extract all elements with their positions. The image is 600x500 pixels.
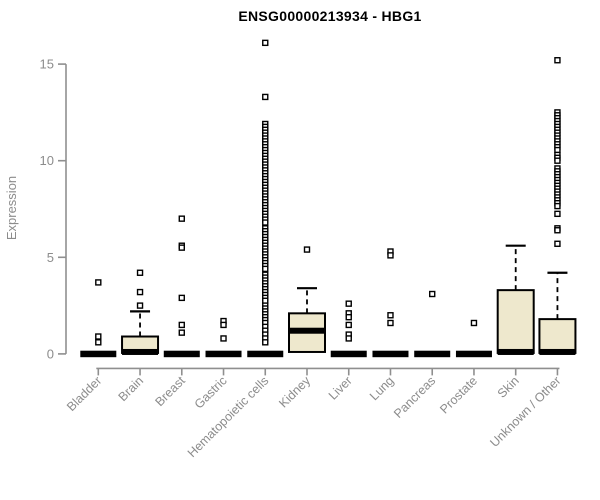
outlier-brain bbox=[136, 288, 144, 296]
outlier-gastric bbox=[220, 321, 227, 329]
outlier-liver bbox=[345, 313, 352, 321]
outlier-hematopoietic-cells bbox=[262, 265, 269, 273]
outlier-unknown-other bbox=[554, 57, 561, 64]
y-tick-label: 15 bbox=[40, 57, 54, 72]
box-collapsed-bladder bbox=[80, 350, 117, 358]
outlier-gastric bbox=[220, 335, 227, 342]
median-brain bbox=[122, 348, 159, 355]
outlier-breast bbox=[178, 294, 185, 302]
outlier-brain bbox=[136, 269, 144, 276]
outlier-lung bbox=[387, 319, 394, 327]
outlier-liver bbox=[345, 335, 352, 342]
x-tick-label: Liver bbox=[326, 374, 355, 403]
outlier-hematopoietic-cells bbox=[262, 219, 269, 226]
x-tick-label: Lung bbox=[367, 374, 397, 404]
outlier-pancreas bbox=[429, 290, 436, 298]
outlier-hematopoietic-cells bbox=[262, 39, 269, 47]
box-collapsed-gastric bbox=[205, 350, 242, 358]
x-tick-label: Pancreas bbox=[391, 374, 438, 421]
y-axis-title: Expression bbox=[4, 176, 19, 240]
outlier-breast bbox=[178, 215, 185, 222]
outlier-unknown-other bbox=[554, 210, 561, 218]
x-tick-label: Bladder bbox=[64, 374, 104, 414]
outlier-prostate bbox=[470, 319, 478, 327]
y-tick-label: 10 bbox=[40, 153, 54, 168]
outlier-bladder bbox=[95, 339, 102, 346]
median-unknown-other bbox=[539, 348, 576, 355]
outlier-breast bbox=[178, 244, 185, 251]
x-tick-label: Kidney bbox=[276, 373, 313, 410]
median-skin bbox=[497, 348, 534, 355]
outlier-unknown-other bbox=[554, 227, 561, 234]
x-tick-label: Unknown / Other bbox=[487, 374, 563, 450]
box-collapsed-prostate bbox=[455, 350, 492, 358]
outlier-bladder bbox=[95, 333, 102, 340]
x-tick-label: Skin bbox=[495, 374, 522, 401]
outlier-breast bbox=[178, 321, 185, 329]
outlier-lung bbox=[387, 312, 394, 319]
box-collapsed-breast bbox=[163, 350, 200, 358]
outlier-hematopoietic-cells bbox=[262, 93, 269, 101]
outlier-brain bbox=[136, 302, 144, 309]
outlier-liver bbox=[345, 321, 352, 329]
x-tick-label: Prostate bbox=[437, 374, 480, 417]
y-tick-label: 5 bbox=[47, 250, 54, 265]
chart-title: ENSG00000213934 - HBG1 bbox=[238, 8, 422, 24]
x-tick-label: Breast bbox=[152, 373, 188, 409]
outlier-bladder bbox=[95, 279, 102, 286]
outlier-unknown-other bbox=[554, 202, 561, 210]
y-tick-label: 0 bbox=[47, 346, 54, 361]
box-collapsed-liver bbox=[330, 350, 367, 358]
outlier-kidney bbox=[303, 246, 311, 253]
box-unknown-other bbox=[538, 318, 577, 354]
outlier-hematopoietic-cells bbox=[262, 339, 269, 346]
outlier-unknown-other bbox=[554, 240, 561, 247]
box-collapsed-lung bbox=[372, 350, 409, 358]
outlier-breast bbox=[178, 329, 185, 336]
x-tick-label: Brain bbox=[116, 374, 147, 405]
outlier-lung bbox=[387, 252, 394, 259]
x-tick-label: Hematopoietic cells bbox=[185, 374, 272, 461]
box-collapsed-pancreas bbox=[414, 350, 451, 358]
x-tick-label: Gastric bbox=[192, 374, 230, 412]
median-kidney bbox=[289, 327, 325, 334]
box-collapsed-hematopoietic-cells bbox=[247, 350, 284, 358]
outlier-liver bbox=[345, 300, 352, 307]
outlier-unknown-other bbox=[554, 157, 561, 164]
box-skin bbox=[496, 289, 535, 354]
